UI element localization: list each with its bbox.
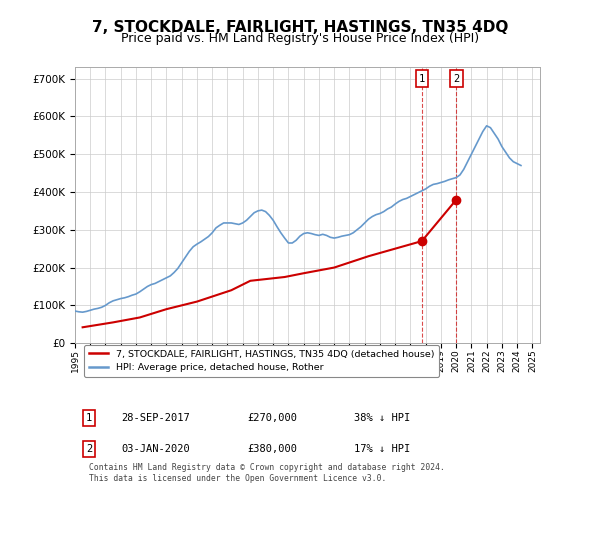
Text: 2: 2: [86, 444, 92, 454]
Text: £270,000: £270,000: [247, 413, 297, 423]
Text: 28-SEP-2017: 28-SEP-2017: [121, 413, 190, 423]
Text: 38% ↓ HPI: 38% ↓ HPI: [354, 413, 410, 423]
Text: 1: 1: [419, 73, 425, 83]
Text: Price paid vs. HM Land Registry's House Price Index (HPI): Price paid vs. HM Land Registry's House …: [121, 32, 479, 45]
Text: 1: 1: [86, 413, 92, 423]
Text: £380,000: £380,000: [247, 444, 297, 454]
Legend: 7, STOCKDALE, FAIRLIGHT, HASTINGS, TN35 4DQ (detached house), HPI: Average price: 7, STOCKDALE, FAIRLIGHT, HASTINGS, TN35 …: [85, 345, 439, 377]
Text: Contains HM Land Registry data © Crown copyright and database right 2024.
This d: Contains HM Land Registry data © Crown c…: [89, 464, 445, 483]
Text: 03-JAN-2020: 03-JAN-2020: [121, 444, 190, 454]
Text: 2: 2: [454, 73, 460, 83]
Text: 17% ↓ HPI: 17% ↓ HPI: [354, 444, 410, 454]
Text: 7, STOCKDALE, FAIRLIGHT, HASTINGS, TN35 4DQ: 7, STOCKDALE, FAIRLIGHT, HASTINGS, TN35 …: [92, 20, 508, 35]
